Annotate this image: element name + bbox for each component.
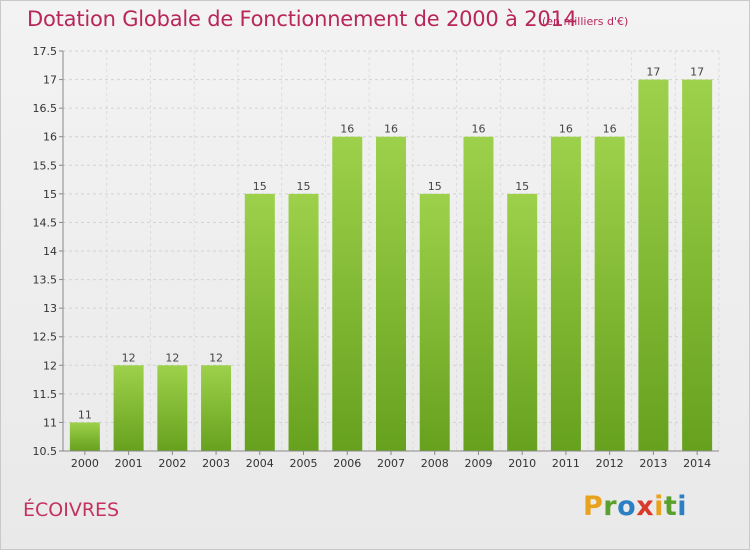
- logo-letter: r: [603, 491, 618, 522]
- bar-value-label: 15: [428, 180, 442, 193]
- logo-letter: i: [677, 491, 688, 522]
- x-tick-label: 2003: [202, 457, 230, 470]
- bar-value-label: 15: [515, 180, 529, 193]
- bar-value-label: 16: [603, 123, 617, 136]
- y-tick-label: 17.5: [33, 45, 58, 58]
- logo-letter: t: [663, 491, 678, 522]
- y-tick-label: 14.5: [33, 216, 58, 229]
- bar: [332, 136, 363, 451]
- bar: [682, 79, 713, 452]
- logo-letter: o: [617, 491, 637, 522]
- bar: [113, 365, 144, 451]
- x-tick-label: 2000: [71, 457, 99, 470]
- bar: [201, 365, 232, 451]
- unit-label: (en milliers d'€): [542, 15, 629, 28]
- bar: [638, 79, 669, 452]
- axis-layer: 10.5 11 11.5 12 12.5 13 13.5 14 14.5 15 15.5 16 16.5…: [33, 45, 719, 470]
- bar-value-label: 16: [384, 123, 398, 136]
- bar-value-label: 12: [122, 351, 136, 364]
- x-tick-label: 2006: [333, 457, 361, 470]
- chart-title: Dotation Globale de Fonctionnement de 20…: [27, 7, 577, 31]
- y-tick-label: 17: [43, 74, 57, 87]
- bar-value-label: 17: [646, 66, 660, 79]
- y-tick-label: 16.5: [33, 102, 58, 115]
- bar: [157, 365, 188, 451]
- y-tick-label: 11.5: [33, 388, 58, 401]
- bar: [550, 136, 581, 451]
- bar-value-label: 16: [340, 123, 354, 136]
- bar-value-label: 16: [559, 123, 573, 136]
- bar: [463, 136, 494, 451]
- bar-layer: 11 12 12 12 15 15 16 16 15 16 15 16 16 17 17: [69, 66, 713, 452]
- y-tick-label: 10.5: [33, 445, 58, 458]
- bar: [69, 422, 100, 451]
- y-tick-label: 14: [43, 245, 57, 258]
- x-tick-label: 2007: [377, 457, 405, 470]
- bar-value-label: 16: [471, 123, 485, 136]
- bar: [419, 193, 450, 451]
- logo-letter: i: [654, 491, 664, 522]
- x-tick-label: 2002: [158, 457, 186, 470]
- x-tick-label: 2009: [464, 457, 492, 470]
- bar: [594, 136, 625, 451]
- y-tick-label: 13.5: [33, 274, 58, 287]
- bar-value-label: 11: [78, 408, 92, 421]
- x-tick-label: 2011: [552, 457, 580, 470]
- y-tick-label: 12: [43, 359, 57, 372]
- bar-value-label: 17: [690, 66, 704, 79]
- bar-value-label: 15: [253, 180, 267, 193]
- x-tick-label: 2001: [115, 457, 143, 470]
- bar-value-label: 15: [297, 180, 311, 193]
- x-tick-label: 2004: [246, 457, 274, 470]
- x-tick-label: 2005: [290, 457, 318, 470]
- logo-letter: P: [583, 491, 604, 522]
- proxiti-logo[interactable]: Proxiti: [583, 491, 687, 522]
- bar: [507, 193, 538, 451]
- y-tick-label: 15.5: [33, 159, 58, 172]
- x-tick-label: 2012: [596, 457, 624, 470]
- y-tick-label: 16: [43, 131, 57, 144]
- bar: [376, 136, 406, 451]
- bar: [244, 193, 275, 451]
- y-tick-label: 15: [43, 188, 57, 201]
- bar-value-label: 12: [165, 351, 179, 364]
- x-tick-label: 2014: [683, 457, 711, 470]
- x-tick-label: 2013: [639, 457, 667, 470]
- commune-name: ÉCOIVRES: [23, 499, 120, 521]
- bar-value-label: 12: [209, 351, 223, 364]
- y-tick-label: 12.5: [33, 331, 58, 344]
- x-tick-label: 2010: [508, 457, 536, 470]
- logo-letter: x: [636, 491, 655, 522]
- y-tick-label: 11: [43, 416, 57, 429]
- bar: [288, 193, 319, 451]
- y-tick-label: 13: [43, 302, 57, 315]
- x-tick-label: 2008: [421, 457, 449, 470]
